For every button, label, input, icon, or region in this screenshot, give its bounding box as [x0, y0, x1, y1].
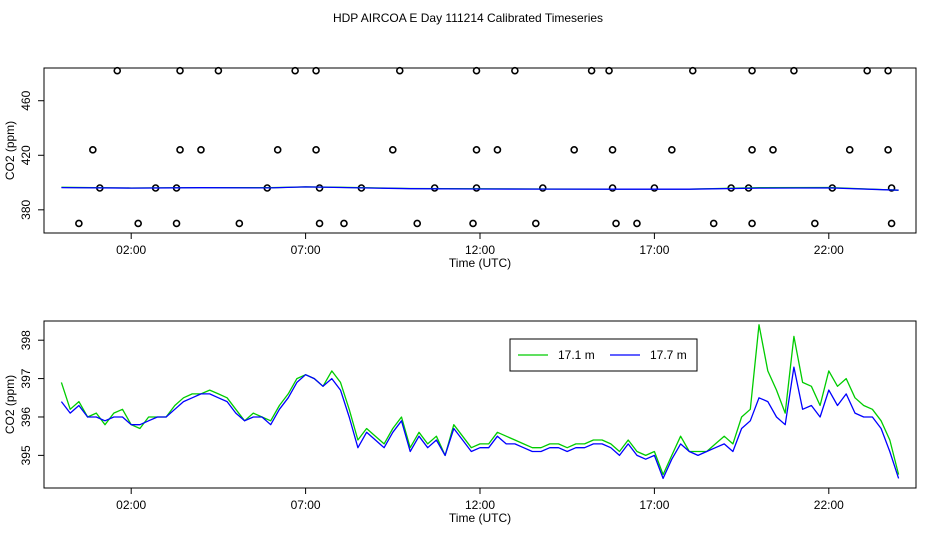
legend-label: 17.1 m — [558, 348, 595, 362]
scatter-point — [388, 146, 397, 154]
scatter-point — [315, 219, 324, 228]
x-tick-label: 07:00 — [291, 498, 321, 512]
bottom-panel: 02:00 07:00 12:00 17:00 22:00 395 396 397 398 Tim… — [3, 320, 917, 525]
scatter-point — [291, 66, 299, 75]
scatter-point — [608, 184, 617, 192]
scatter-point — [748, 146, 756, 154]
y-tick-label: 396 — [19, 407, 33, 427]
scatter-point — [887, 184, 896, 192]
scatter-point — [769, 146, 777, 154]
scatter-point — [668, 146, 676, 154]
scatter-point — [235, 219, 244, 228]
x-tick-label: 07:00 — [291, 243, 321, 257]
x-axis-label: Time (UTC) — [449, 256, 511, 270]
series-line-1 — [60, 366, 900, 480]
scatter-point — [845, 146, 854, 154]
y-tick-label: 395 — [19, 445, 33, 465]
scatter-point — [884, 66, 892, 75]
y-tick-label: 398 — [19, 330, 33, 350]
scatter-point — [472, 146, 481, 154]
scatter-point — [315, 184, 324, 192]
scatter-point — [511, 66, 519, 75]
y-tick-label: 380 — [19, 199, 33, 219]
x-tick-label: 02:00 — [116, 498, 146, 512]
scatter-point — [395, 66, 404, 75]
scatter-point — [176, 146, 184, 154]
scatter-point — [312, 146, 320, 154]
scatter-point — [884, 146, 892, 154]
y-tick-label: 397 — [19, 368, 33, 388]
scatter-point — [748, 219, 756, 228]
scatter-point — [538, 184, 547, 192]
scatter-point — [176, 66, 184, 75]
x-tick-label: 02:00 — [116, 243, 146, 257]
plot-frame — [43, 320, 917, 489]
scatter-point — [612, 219, 620, 228]
scatter-point — [273, 146, 282, 154]
scatter-point — [650, 184, 659, 192]
top-panel: 02:00 07:00 12:00 17:00 22:00 380 420 460 Time (… — [3, 66, 917, 270]
y-tick-label: 460 — [19, 90, 33, 110]
scatter-point — [532, 219, 540, 228]
x-tick-label: 22:00 — [814, 243, 844, 257]
scatter-point — [134, 219, 142, 228]
series-line-2 — [61, 186, 899, 191]
y-tick-label: 420 — [19, 145, 33, 165]
legend: 17.1 m 17.7 m — [509, 338, 698, 372]
scatter-point — [570, 146, 578, 154]
scatter-point — [172, 219, 181, 228]
x-tick-label: 22:00 — [814, 498, 844, 512]
scatter-point — [214, 66, 223, 75]
scatter-point — [472, 66, 481, 75]
scatter-point — [811, 219, 819, 228]
x-tick-label: 17:00 — [639, 498, 669, 512]
x-tick-label: 17:00 — [639, 243, 669, 257]
scatter-point — [790, 66, 798, 75]
scatter-point — [89, 146, 97, 154]
scatter-point — [605, 66, 613, 75]
scatter-point — [472, 184, 481, 192]
x-axis-label: Time (UTC) — [449, 511, 511, 525]
scatter-point — [587, 66, 596, 75]
scatter-point — [197, 146, 205, 154]
y-axis-label: CO2 (ppm) — [3, 375, 17, 434]
x-tick-label: 12:00 — [465, 243, 495, 257]
scatter-point — [709, 219, 718, 228]
scatter-point — [633, 219, 641, 228]
scatter-point — [413, 219, 422, 228]
legend-label: 17.7 m — [650, 348, 687, 362]
scatter-point — [748, 66, 756, 75]
scatter-point — [469, 219, 477, 228]
scatter-point — [113, 66, 122, 75]
scatter-point — [887, 219, 896, 228]
scatter-point — [493, 146, 502, 154]
y-axis-label: CO2 (ppm) — [3, 121, 17, 180]
scatter-point — [75, 219, 83, 228]
x-tick-label: 12:00 — [465, 498, 495, 512]
scatter-point — [312, 66, 320, 75]
figure-title: HDP AIRCOA E Day 111214 Calibrated Times… — [333, 11, 603, 25]
scatter-point — [688, 66, 697, 75]
scatter-point — [608, 146, 617, 154]
scatter-point — [340, 219, 348, 228]
scatter-point — [863, 66, 871, 75]
